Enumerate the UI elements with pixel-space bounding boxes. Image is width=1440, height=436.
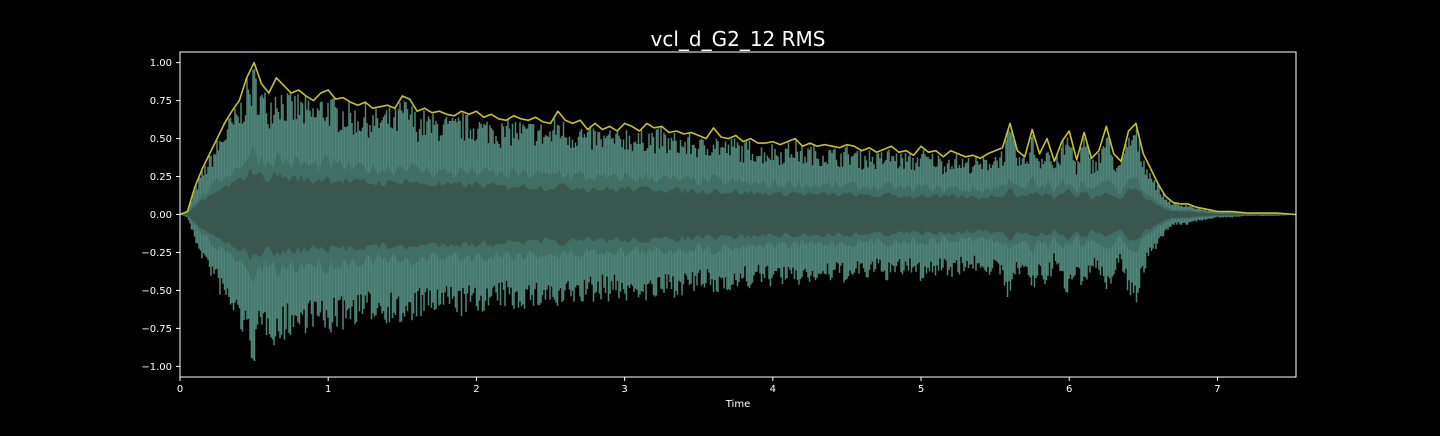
y-tick-label: −0.25 — [141, 248, 172, 259]
x-tick-label: 7 — [1214, 384, 1220, 395]
chart-title: vcl_d_G2_12 RMS — [651, 27, 826, 51]
x-tick-label: 1 — [325, 384, 331, 395]
x-tick-label: 5 — [918, 384, 924, 395]
rms-envelope-line — [179, 61, 1297, 216]
y-tick-label: 0.00 — [150, 210, 172, 221]
y-tick-label: 0.75 — [150, 96, 172, 107]
x-axis-label: Time — [725, 399, 750, 410]
y-tick-label: −0.50 — [141, 286, 172, 297]
x-tick-label: 0 — [177, 384, 183, 395]
waveform-layer — [180, 68, 1297, 362]
waveform-core-band — [181, 168, 1294, 261]
x-tick-label: 6 — [1066, 384, 1072, 395]
y-tick-label: 0.25 — [150, 172, 172, 183]
x-tick-label: 2 — [473, 384, 479, 395]
y-tick-label: 0.50 — [150, 134, 172, 145]
y-tick-label: 1.00 — [150, 58, 172, 69]
envelope-layer — [179, 61, 1297, 216]
x-tick-label: 3 — [621, 384, 627, 395]
y-tick-label: −0.75 — [141, 324, 172, 335]
y-tick-label: −1.00 — [141, 362, 172, 373]
x-tick-label: 4 — [770, 384, 776, 395]
y-axis: 1.00 0.75 0.50 0.25 0.00 −0.25 −0.50 −0.75 −1.00 — [141, 58, 180, 373]
x-axis: 0 1 2 3 4 5 6 7 — [177, 377, 1221, 395]
